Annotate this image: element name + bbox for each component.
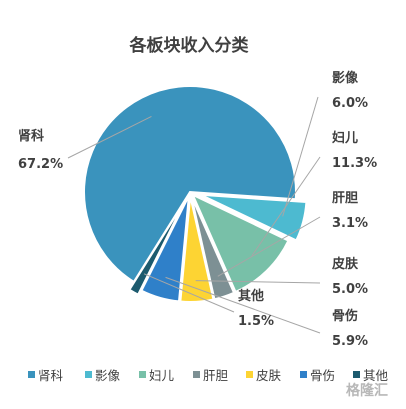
legend-label-5: 皮肤 — [256, 368, 282, 383]
slice-value-label-6: 5.9% — [332, 334, 368, 349]
slice-value-label-2: 6.0% — [332, 96, 368, 111]
pie-slice-3 — [190, 192, 290, 294]
legend-swatch-7 — [353, 371, 360, 378]
slice-name-label-4: 肝胆 — [332, 191, 358, 206]
slice-value-label-5: 5.0% — [332, 282, 368, 297]
leader-line-2 — [282, 96, 319, 217]
leader-line-5 — [195, 280, 321, 284]
legend-label-6: 骨伤 — [310, 368, 335, 383]
leader-lines — [67, 96, 321, 334]
slice-value-label-7: 1.5% — [238, 314, 274, 329]
leader-line-4 — [217, 216, 321, 277]
slice-value-label-4: 3.1% — [332, 216, 368, 231]
legend-swatch-2 — [85, 371, 92, 378]
slice-value-label-1: 67.2% — [18, 157, 63, 172]
legend-swatch-3 — [139, 371, 146, 378]
pie-slice-1 — [83, 85, 297, 284]
legend-label-4: 肝胆 — [203, 368, 228, 383]
chart-title: 各板块收入分类 — [129, 35, 250, 56]
leader-line-1 — [67, 116, 152, 159]
legend-swatch-4 — [193, 371, 200, 378]
legend-swatch-6 — [300, 371, 307, 378]
slice-labels: 肾科 67.2% 影像 6.0% 妇儿 11.3% 肝胆 3.1% 皮肤 5.0% 骨伤 5.9% 其他… — [18, 70, 377, 349]
slice-name-label-1: 肾科 — [18, 128, 44, 144]
pie-slices — [83, 85, 308, 303]
legend-label-1: 肾科 — [38, 368, 64, 383]
leader-line-6 — [165, 276, 321, 334]
pie-slice-7 — [128, 199, 187, 296]
legend: 肾科 影像 妇儿 肝胆 皮肤 骨伤 其他 — [28, 368, 389, 383]
slice-value-label-3: 11.3% — [332, 156, 377, 171]
legend-label-3: 妇儿 — [149, 368, 175, 383]
slice-name-label-6: 骨伤 — [332, 308, 358, 324]
pie-slice-2 — [200, 193, 308, 242]
watermark: 格隆汇 — [346, 382, 388, 399]
leader-line-7 — [143, 273, 235, 313]
legend-label-2: 影像 — [95, 368, 121, 383]
leader-line-3 — [251, 156, 321, 257]
pie-slice-6 — [140, 195, 190, 303]
legend-label-7: 其他 — [363, 368, 389, 383]
slice-name-label-2: 影像 — [332, 70, 359, 86]
legend-swatch-1 — [28, 371, 35, 378]
legend-swatch-5 — [246, 371, 253, 378]
pie-slice-5 — [179, 195, 215, 303]
slice-name-label-3: 妇儿 — [331, 130, 358, 146]
slice-name-label-5: 皮肤 — [331, 256, 359, 272]
slice-name-label-7: 其他 — [238, 288, 264, 304]
